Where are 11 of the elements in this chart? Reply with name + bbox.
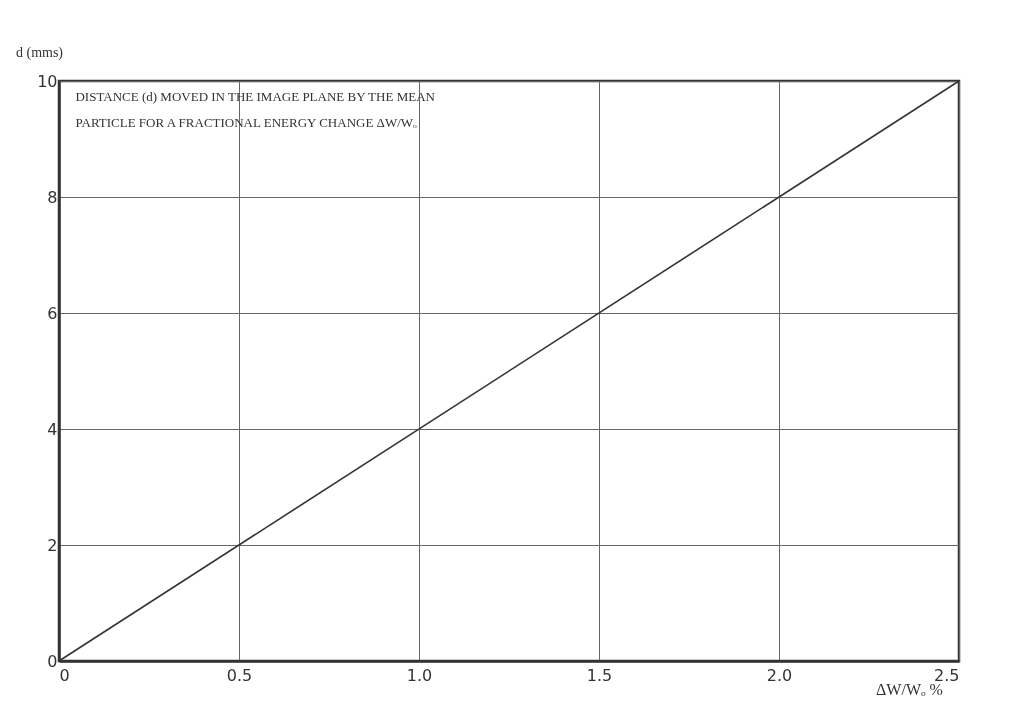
- x-tick-label: 0.5: [226, 665, 253, 685]
- y-tick-label: 6: [47, 303, 58, 323]
- x-tick-label: 1.0: [406, 665, 433, 685]
- y-tick-label: 8: [47, 187, 58, 207]
- y-tick-label: 10: [37, 71, 58, 91]
- y-tick-label: 2: [47, 535, 58, 555]
- y-tick-label: 0: [47, 651, 58, 671]
- x-tick-label: 1.5: [586, 665, 613, 685]
- y-tick-label: 4: [47, 419, 58, 439]
- x-tick-label: 2.0: [766, 665, 793, 685]
- y-axis-title: d (mms): [15, 44, 64, 61]
